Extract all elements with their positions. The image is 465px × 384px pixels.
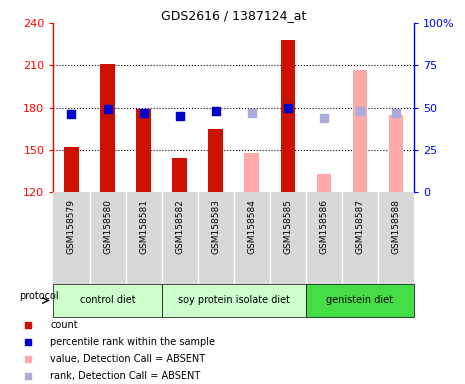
Point <box>140 109 147 116</box>
Point <box>24 356 31 362</box>
Bar <box>280 40 295 192</box>
Title: GDS2616 / 1387124_at: GDS2616 / 1387124_at <box>161 9 306 22</box>
Text: GSM158580: GSM158580 <box>103 199 112 254</box>
Bar <box>352 70 367 192</box>
Bar <box>389 114 403 192</box>
Point <box>68 111 75 118</box>
Bar <box>100 64 115 192</box>
Text: percentile rank within the sample: percentile rank within the sample <box>50 337 215 347</box>
Point <box>24 322 31 328</box>
Text: count: count <box>50 320 78 330</box>
Bar <box>317 174 331 192</box>
Text: genistein diet: genistein diet <box>326 295 393 306</box>
Text: GSM158586: GSM158586 <box>319 199 328 254</box>
Point <box>176 113 183 119</box>
Point <box>248 109 255 116</box>
Point <box>320 114 327 121</box>
Point <box>392 109 399 116</box>
Point <box>24 372 31 379</box>
Text: GSM158581: GSM158581 <box>139 199 148 254</box>
Bar <box>245 152 259 192</box>
Text: GSM158588: GSM158588 <box>392 199 400 254</box>
Text: rank, Detection Call = ABSENT: rank, Detection Call = ABSENT <box>50 371 200 381</box>
Text: protocol: protocol <box>19 291 58 301</box>
Bar <box>208 129 223 192</box>
Point <box>356 108 364 114</box>
Text: GSM158582: GSM158582 <box>175 199 184 254</box>
Point <box>212 108 219 114</box>
Bar <box>173 158 187 192</box>
Bar <box>162 284 306 317</box>
Text: GSM158579: GSM158579 <box>67 199 76 254</box>
Point <box>104 106 111 112</box>
Text: control diet: control diet <box>80 295 135 306</box>
Text: soy protein isolate diet: soy protein isolate diet <box>178 295 290 306</box>
Point <box>284 104 292 111</box>
Text: value, Detection Call = ABSENT: value, Detection Call = ABSENT <box>50 354 206 364</box>
Text: GSM158585: GSM158585 <box>283 199 292 254</box>
Bar <box>136 109 151 192</box>
Point <box>24 339 31 345</box>
Bar <box>64 147 79 192</box>
Bar <box>306 284 414 317</box>
Bar <box>53 284 162 317</box>
Text: GSM158584: GSM158584 <box>247 199 256 254</box>
Text: GSM158583: GSM158583 <box>211 199 220 254</box>
Text: GSM158587: GSM158587 <box>355 199 364 254</box>
